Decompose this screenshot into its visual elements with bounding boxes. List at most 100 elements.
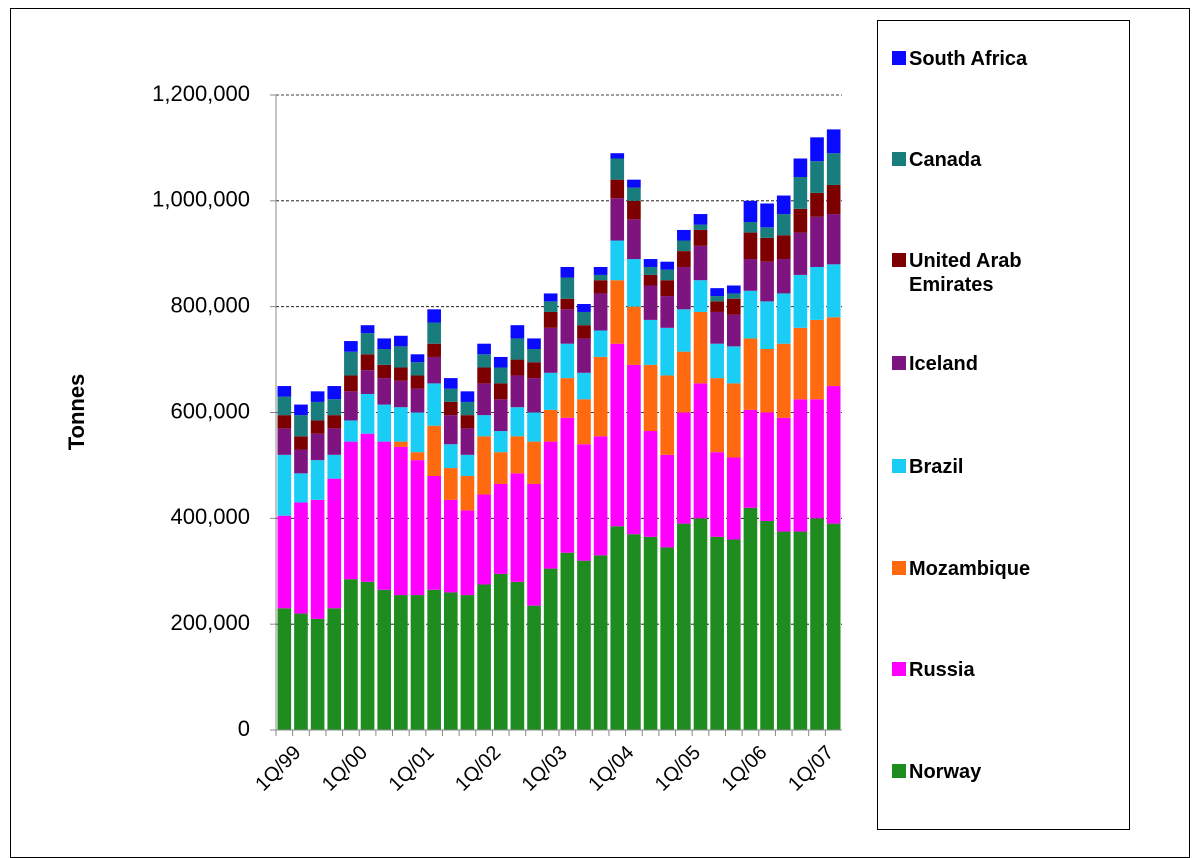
bar-segment	[776, 343, 791, 418]
bar-segment	[527, 441, 541, 484]
bar-segment	[327, 608, 342, 730]
bar-segment	[510, 581, 525, 730]
legend-swatch	[892, 459, 906, 473]
bar-segment	[643, 536, 658, 730]
bar-segment	[726, 539, 741, 730]
legend-label: Norway	[909, 761, 982, 783]
bar-segment	[726, 285, 741, 294]
bar-segment	[577, 311, 591, 326]
bar-segment	[593, 266, 608, 275]
bar-segment	[577, 325, 591, 339]
x-tick-label: 1Q/00	[318, 742, 372, 796]
bar-segment	[760, 203, 774, 228]
bar-segment	[610, 153, 625, 159]
bar-segment	[627, 259, 641, 307]
bar-segment	[360, 325, 375, 334]
bar-segment	[527, 362, 541, 379]
bar-segment	[460, 391, 475, 402]
bar-segment	[826, 264, 841, 318]
bar-segment	[743, 222, 758, 233]
bar-segment	[460, 428, 475, 455]
bar-segment	[726, 298, 741, 315]
bar-segment	[560, 343, 575, 379]
bar-segment	[493, 399, 508, 432]
bar-segment	[310, 460, 325, 500]
bar-segment	[477, 436, 491, 495]
legend-label: Brazil	[909, 456, 964, 478]
bar-segment	[294, 436, 308, 450]
bar-segment	[443, 592, 458, 730]
bar-segment	[577, 304, 591, 312]
bar-segment	[443, 415, 458, 445]
bar-segment	[826, 129, 841, 154]
bar-segment	[810, 161, 824, 193]
bar-segment	[610, 198, 625, 241]
legend-swatch	[892, 152, 906, 166]
bar-segment	[660, 547, 675, 730]
bar-segment	[310, 420, 325, 434]
bar-segment	[826, 317, 841, 387]
bar-segment	[627, 200, 641, 220]
bar-segment	[593, 274, 608, 281]
bar-segment	[677, 351, 691, 413]
bar-segment	[543, 409, 558, 442]
bar-segment	[493, 483, 508, 574]
bar-segment	[560, 277, 575, 299]
bar-segment	[610, 179, 625, 199]
bar-segment	[360, 393, 375, 434]
legend-item: Norway	[892, 760, 1112, 784]
x-tick-label: 1Q/02	[451, 742, 505, 796]
bar-segment	[427, 322, 441, 344]
bar-segment	[427, 343, 441, 357]
bar-segment	[460, 595, 475, 730]
bar-segment	[394, 380, 408, 408]
bar-segment	[394, 346, 408, 368]
bar-segment	[627, 364, 641, 535]
bar-segment	[394, 407, 408, 442]
bar-segment	[560, 378, 575, 418]
bar-segment	[693, 311, 708, 384]
bar-segment	[577, 444, 591, 561]
bar-segment	[310, 391, 325, 402]
bar-segment	[760, 237, 774, 262]
bar-segment	[793, 399, 808, 532]
bar-segment	[577, 372, 591, 400]
y-tick-label: 1,200,000	[152, 81, 250, 106]
bar-segment	[294, 449, 308, 474]
legend-label: Iceland	[909, 353, 978, 375]
bar-segment	[527, 338, 541, 349]
bar-segment	[693, 280, 708, 312]
legend-label: United Arab Emirates	[909, 250, 1022, 296]
bar-segment	[643, 259, 658, 267]
bar-segment	[277, 428, 292, 455]
bar-segment	[344, 391, 358, 421]
bar-segment	[294, 473, 308, 503]
bar-segment	[710, 301, 724, 312]
bar-segment	[443, 499, 458, 593]
bar-segment	[776, 531, 791, 730]
bar-segment	[327, 399, 342, 416]
x-tick-label: 1Q/07	[784, 742, 838, 796]
legend-item: Canada	[892, 148, 1112, 172]
bar-segment	[776, 293, 791, 344]
legend-swatch	[892, 253, 906, 267]
bar-segment	[693, 383, 708, 519]
bar-segment	[394, 446, 408, 596]
bar-segment	[710, 378, 724, 453]
bar-segment	[443, 388, 458, 402]
bar-segment	[677, 523, 691, 730]
bar-segment	[460, 454, 475, 476]
bar-segment	[693, 245, 708, 281]
bar-segment	[310, 499, 325, 619]
bar-segment	[643, 285, 658, 320]
bar-segment	[810, 399, 824, 519]
bar-segment	[527, 605, 541, 730]
chart: Tonnes 0 200,000 400,000 600,000 800,000 1,00…	[64, 81, 842, 796]
y-tick-label: 1,000,000	[152, 187, 250, 212]
bar-segment	[344, 420, 358, 442]
bar-segment	[410, 388, 425, 413]
bar-segment	[760, 412, 774, 521]
bar-segment	[743, 290, 758, 339]
legend-swatch	[892, 51, 906, 65]
bar-segment	[443, 468, 458, 500]
